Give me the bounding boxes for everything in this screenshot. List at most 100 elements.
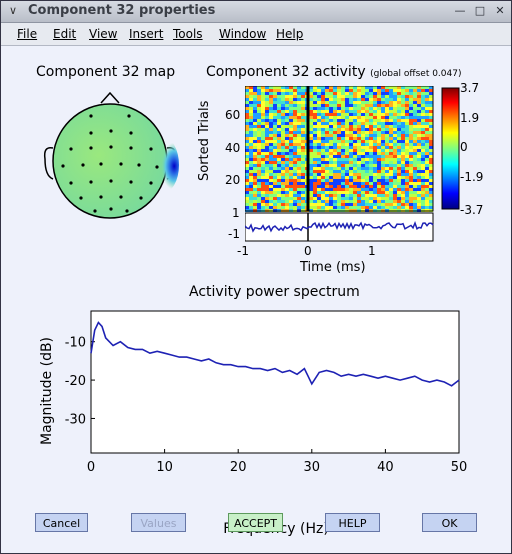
heatmap-cell <box>333 179 337 182</box>
heatmap-cell <box>249 116 253 119</box>
heatmap-cell <box>385 131 389 134</box>
heatmap-cell <box>297 179 301 182</box>
heatmap-cell <box>389 194 393 197</box>
heatmap-cell <box>345 113 349 116</box>
menu-window[interactable]: Window <box>219 27 267 41</box>
heatmap-cell <box>425 125 429 128</box>
heatmap-cell <box>361 170 365 173</box>
heatmap-cell <box>249 164 253 167</box>
left-ear-shape <box>43 146 54 180</box>
heatmap-cell <box>321 107 325 110</box>
heatmap-cell <box>321 200 325 203</box>
heatmap-cell <box>317 200 321 203</box>
ok-button[interactable]: OK <box>422 513 477 532</box>
menu-edit[interactable]: Edit <box>53 27 77 41</box>
menu-tools[interactable]: Tools <box>173 27 203 41</box>
close-icon[interactable]: ✕ <box>495 4 505 17</box>
heatmap-cell <box>401 140 405 143</box>
heatmap-cell <box>385 206 389 209</box>
heatmap-cell <box>421 113 425 116</box>
maximize-icon[interactable]: □ <box>474 4 486 17</box>
heatmap-cell <box>425 110 429 113</box>
heatmap-cell <box>265 182 269 185</box>
heatmap-cell <box>369 128 373 131</box>
values-button[interactable]: Values <box>131 513 186 532</box>
heatmap-cell <box>349 122 353 125</box>
colorbar-tick-high: 1.9 <box>460 111 480 125</box>
heatmap-cell <box>397 86 401 89</box>
heatmap-cell <box>265 116 269 119</box>
heatmap-cell <box>349 155 353 158</box>
heatmap-cell <box>385 143 389 146</box>
heatmap-cell <box>385 125 389 128</box>
heatmap-cell <box>393 158 397 161</box>
heatmap-cell <box>329 173 333 176</box>
cancel-button[interactable]: Cancel <box>35 513 88 532</box>
heatmap-cell <box>301 158 305 161</box>
heatmap-cell <box>329 194 333 197</box>
heatmap-cell <box>361 104 365 107</box>
heatmap-cell <box>389 101 393 104</box>
heatmap-cell <box>349 173 353 176</box>
heatmap-cell <box>357 113 361 116</box>
heatmap-cell <box>397 149 401 152</box>
heatmap-cell <box>389 104 393 107</box>
heatmap-cell <box>413 101 417 104</box>
menu-view[interactable]: View <box>89 27 118 41</box>
heatmap-cell <box>401 128 405 131</box>
heatmap-cell <box>285 164 289 167</box>
heatmap-cell <box>373 92 377 95</box>
heatmap-cell <box>269 155 273 158</box>
heatmap-cell <box>249 185 253 188</box>
heatmap-cell <box>397 161 401 164</box>
heatmap-cell <box>417 170 421 173</box>
heatmap-cell <box>261 185 265 188</box>
heatmap-cell <box>385 185 389 188</box>
heatmap-cell <box>421 197 425 200</box>
spectrum-xtick-label: 50 <box>451 460 468 475</box>
heatmap-cell <box>377 119 381 122</box>
accept-button[interactable]: ACCEPT <box>228 513 283 532</box>
heatmap-cell <box>277 161 281 164</box>
heatmap-cell <box>357 128 361 131</box>
heatmap-cell <box>369 125 373 128</box>
heatmap-cell <box>345 200 349 203</box>
menu-insert[interactable]: Insert <box>129 27 164 41</box>
heatmap-cell <box>337 134 341 137</box>
heatmap-cell <box>293 134 297 137</box>
heatmap-cell <box>317 173 321 176</box>
heatmap-cell <box>325 176 329 179</box>
help-button[interactable]: HELP <box>325 513 380 532</box>
heatmap-cell <box>261 107 265 110</box>
heatmap-cell <box>253 152 257 155</box>
heatmap-cell <box>425 131 429 134</box>
heatmap-cell <box>253 125 257 128</box>
menu-help[interactable]: Help <box>276 27 304 41</box>
heatmap-cell <box>253 116 257 119</box>
menu-file[interactable]: File <box>17 27 38 41</box>
heatmap-cell <box>313 143 317 146</box>
heatmap-cell <box>321 152 325 155</box>
heatmap-cell <box>253 167 257 170</box>
heatmap-cell <box>321 134 325 137</box>
heatmap-cell <box>269 122 273 125</box>
erp-image-frame <box>245 86 434 212</box>
heatmap-cell <box>385 110 389 113</box>
heatmap-cell <box>329 152 333 155</box>
heatmap-cell <box>369 134 373 137</box>
heatmap-cell <box>417 176 421 179</box>
heatmap-cell <box>405 158 409 161</box>
heatmap-cell <box>341 173 345 176</box>
chevron-down-icon[interactable]: ∨ <box>8 4 18 17</box>
heatmap-cell <box>309 89 313 92</box>
heatmap-cell <box>277 173 281 176</box>
heatmap-cell <box>377 188 381 191</box>
heatmap-cell <box>321 131 325 134</box>
heatmap-cell <box>357 182 361 185</box>
minimize-icon[interactable]: — <box>454 4 466 17</box>
heatmap-cell <box>313 152 317 155</box>
heatmap-cell <box>413 113 417 116</box>
heatmap-cell <box>393 203 397 206</box>
heatmap-cell <box>413 86 417 89</box>
heatmap-cell <box>345 149 349 152</box>
